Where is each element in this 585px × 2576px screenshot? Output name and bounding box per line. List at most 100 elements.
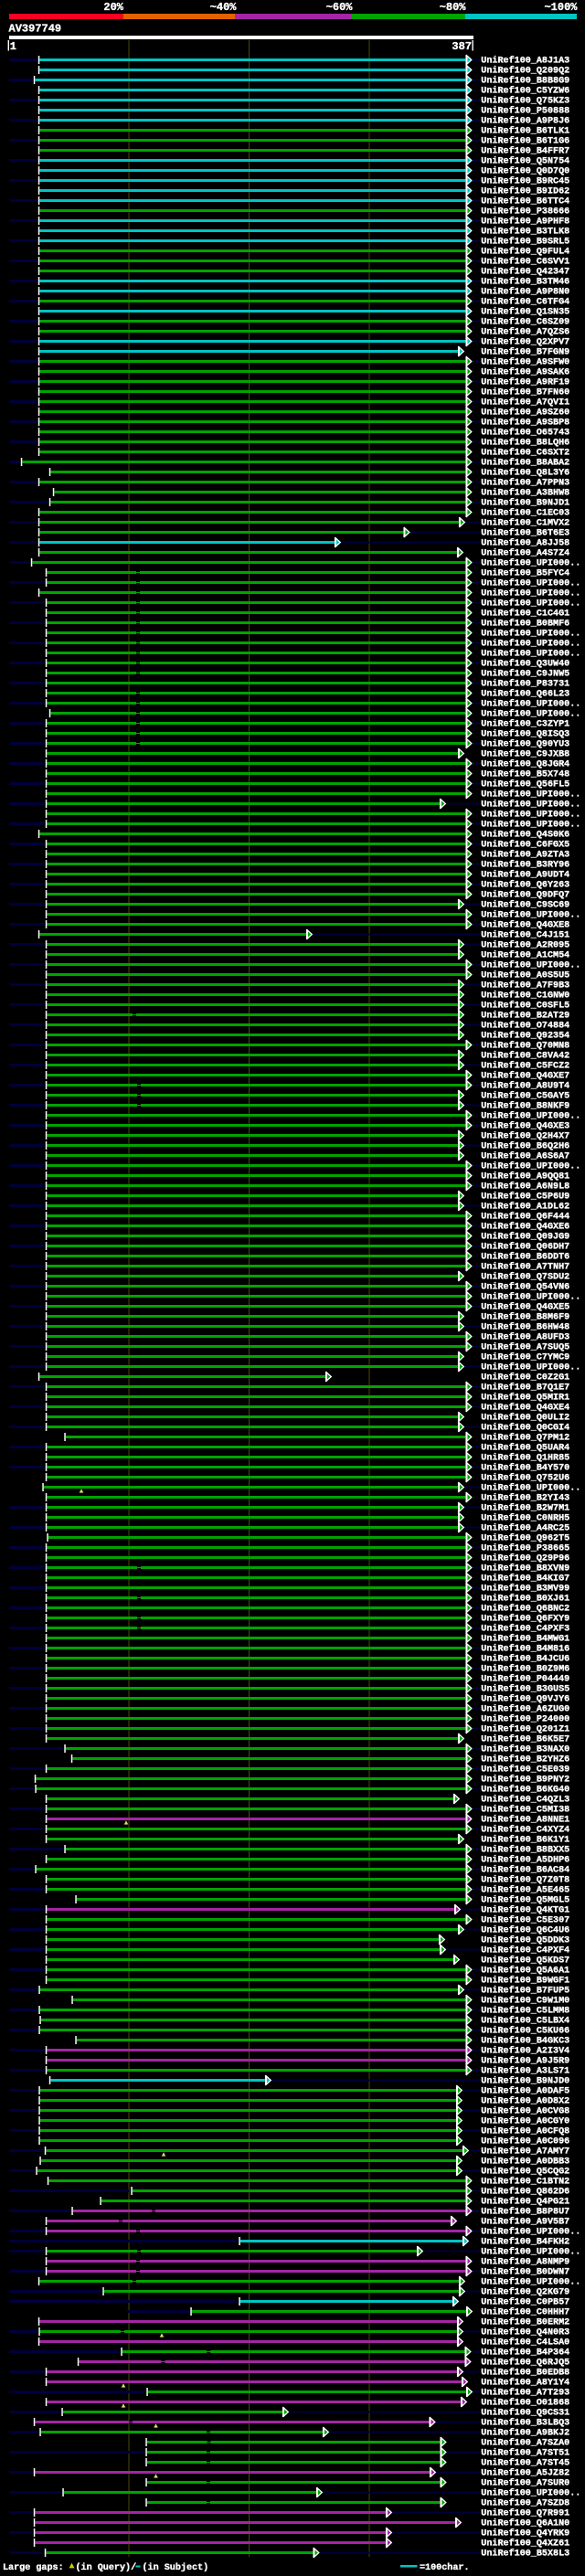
svg-text:UniRef100_B0ERM2: UniRef100_B0ERM2 — [481, 2316, 569, 2327]
svg-text:UniRef100_O01868: UniRef100_O01868 — [481, 2397, 569, 2408]
svg-text:UniRef100_UPI000..: UniRef100_UPI000.. — [481, 2246, 580, 2257]
svg-text:UniRef100_B7Q1E7: UniRef100_B7Q1E7 — [481, 1382, 569, 1393]
svg-text:UniRef100_A9BKJ2: UniRef100_A9BKJ2 — [481, 2427, 569, 2438]
svg-text:UniRef100_A7AMY7: UniRef100_A7AMY7 — [481, 2146, 569, 2157]
svg-text:UniRef100_A0DAF5: UniRef100_A0DAF5 — [481, 2085, 569, 2096]
svg-text:UniRef100_A9SZ60: UniRef100_A9SZ60 — [481, 407, 569, 418]
svg-text:UniRef100_UPI000..: UniRef100_UPI000.. — [481, 588, 580, 599]
svg-text:UniRef100_A3LS71: UniRef100_A3LS71 — [481, 2065, 569, 2076]
svg-text:20%: 20% — [103, 1, 123, 14]
svg-text:UniRef100_UPI000..: UniRef100_UPI000.. — [481, 648, 580, 659]
svg-text:UniRef100_UPI000..: UniRef100_UPI000.. — [481, 909, 580, 920]
svg-text:UniRef100_Q209Q2: UniRef100_Q209Q2 — [481, 65, 569, 76]
svg-text:UniRef100_A9UDT4: UniRef100_A9UDT4 — [481, 869, 569, 880]
svg-text:UniRef100_Q0CGI4: UniRef100_Q0CGI4 — [481, 1422, 569, 1433]
svg-text:Large gaps:: Large gaps: — [3, 2563, 64, 2573]
svg-text:UniRef100_A8U9T4: UniRef100_A8U9T4 — [481, 1080, 569, 1091]
svg-text:UniRef100_A8NMP9: UniRef100_A8NMP9 — [481, 2256, 569, 2267]
svg-text:UniRef100_UPI000..: UniRef100_UPI000.. — [481, 598, 580, 609]
svg-text:UniRef100_B9RC45: UniRef100_B9RC45 — [481, 175, 569, 186]
svg-text:UniRef100_A7QVI1: UniRef100_A7QVI1 — [481, 397, 569, 408]
svg-text:UniRef100_B8NKF9: UniRef100_B8NKF9 — [481, 1100, 569, 1111]
svg-text:UniRef100_B6TTC4: UniRef100_B6TTC4 — [481, 196, 569, 207]
svg-text:UniRef100_A7SZA0: UniRef100_A7SZA0 — [481, 2437, 569, 2448]
svg-text:UniRef100_Q752U6: UniRef100_Q752U6 — [481, 1472, 569, 1483]
svg-text:UniRef100_A5JZ82: UniRef100_A5JZ82 — [481, 2467, 569, 2478]
svg-text:UniRef100_Q5KDS7: UniRef100_Q5KDS7 — [481, 1955, 569, 1966]
svg-text:UniRef100_Q6C4U6: UniRef100_Q6C4U6 — [481, 1924, 569, 1935]
svg-text:UniRef100_Q0ULI2: UniRef100_Q0ULI2 — [481, 1412, 569, 1423]
svg-text:UniRef100_A0S5U5: UniRef100_A0S5U5 — [481, 970, 569, 981]
svg-text:UniRef100_A7T293: UniRef100_A7T293 — [481, 2387, 569, 2398]
svg-text:UniRef100_Q5DDK3: UniRef100_Q5DDK3 — [481, 1935, 569, 1945]
svg-text:UniRef100_C6FGX5: UniRef100_C6FGX5 — [481, 839, 569, 850]
svg-text:UniRef100_B7FUP5: UniRef100_B7FUP5 — [481, 1985, 569, 1996]
svg-text:UniRef100_A5E465: UniRef100_A5E465 — [481, 1884, 569, 1895]
svg-text:UniRef100_Q4N0R3: UniRef100_Q4N0R3 — [481, 2327, 569, 2337]
svg-text:UniRef100_C5FCZ2: UniRef100_C5FCZ2 — [481, 1060, 569, 1071]
svg-text:UniRef100_C4QZL3: UniRef100_C4QZL3 — [481, 1794, 569, 1805]
svg-text:UniRef100_C9JXB8: UniRef100_C9JXB8 — [481, 748, 569, 759]
svg-text:UniRef100_UPI000..: UniRef100_UPI000.. — [481, 698, 580, 709]
svg-text:UniRef100_B8XVN9: UniRef100_B8XVN9 — [481, 1563, 569, 1574]
svg-text:UniRef100_UPI000..: UniRef100_UPI000.. — [481, 1482, 580, 1493]
svg-text:UniRef100_A6N9L8: UniRef100_A6N9L8 — [481, 1181, 569, 1192]
svg-text:UniRef100_B0DWN7: UniRef100_B0DWN7 — [481, 2266, 569, 2277]
svg-text:UniRef100_Q4GXE5: UniRef100_Q4GXE5 — [481, 1301, 569, 1312]
svg-text:UniRef100_P83731: UniRef100_P83731 — [481, 678, 569, 689]
svg-text:(in Subject): (in Subject) — [143, 2562, 209, 2573]
svg-text:UniRef100_UPI000..: UniRef100_UPI000.. — [481, 1362, 580, 1373]
svg-text:UniRef100_Q5MIR1: UniRef100_Q5MIR1 — [481, 1392, 569, 1403]
svg-text:UniRef100_C9JNW5: UniRef100_C9JNW5 — [481, 668, 569, 679]
svg-text:UniRef100_B9NJD0: UniRef100_B9NJD0 — [481, 2075, 569, 2086]
svg-text:UniRef100_C5KU66: UniRef100_C5KU66 — [481, 2025, 569, 2036]
svg-text:UniRef100_B0EDB8: UniRef100_B0EDB8 — [481, 2367, 569, 2378]
svg-text:UniRef100_Q09JG9: UniRef100_Q09JG9 — [481, 1231, 569, 1242]
svg-text:UniRef100_Q6Y263: UniRef100_Q6Y263 — [481, 879, 569, 890]
svg-text:UniRef100_B4FFR7: UniRef100_B4FFR7 — [481, 145, 569, 156]
svg-text:UniRef100_UPI000..: UniRef100_UPI000.. — [481, 799, 580, 810]
svg-text:UniRef100_A8NNE1: UniRef100_A8NNE1 — [481, 1814, 569, 1825]
svg-text:UniRef100_A6S6A7: UniRef100_A6S6A7 — [481, 1150, 569, 1161]
svg-text:UniRef100_Q4GXE3: UniRef100_Q4GXE3 — [481, 1120, 569, 1131]
svg-text:UniRef100_B2AT29: UniRef100_B2AT29 — [481, 1010, 569, 1021]
svg-text:UniRef100_B8ABA2: UniRef100_B8ABA2 — [481, 457, 569, 468]
svg-text:UniRef100_UPI000..: UniRef100_UPI000.. — [481, 1161, 580, 1171]
svg-text:UniRef100_A4RC25: UniRef100_A4RC25 — [481, 1522, 569, 1533]
svg-text:UniRef100_B9ID62: UniRef100_B9ID62 — [481, 186, 569, 196]
svg-text:UniRef100_Q962T5: UniRef100_Q962T5 — [481, 1532, 569, 1543]
svg-text:UniRef100_Q7PM12: UniRef100_Q7PM12 — [481, 1432, 569, 1443]
svg-text:UniRef100_C0NRH5: UniRef100_C0NRH5 — [481, 1512, 569, 1523]
svg-text:UniRef100_B3RY96: UniRef100_B3RY96 — [481, 859, 569, 870]
svg-text:UniRef100_C5E039: UniRef100_C5E039 — [481, 1764, 569, 1775]
svg-text:UniRef100_A7ST51: UniRef100_A7ST51 — [481, 2447, 569, 2458]
svg-text:UniRef100_B4GKC3: UniRef100_B4GKC3 — [481, 2035, 569, 2046]
svg-text:UniRef100_C4J151: UniRef100_C4J151 — [481, 929, 569, 940]
svg-text:UniRef100_A7F9B3: UniRef100_A7F9B3 — [481, 980, 569, 991]
svg-text:UniRef100_B2W7M1: UniRef100_B2W7M1 — [481, 1502, 569, 1513]
svg-text:UniRef100_B6Q2H6: UniRef100_B6Q2H6 — [481, 1140, 569, 1151]
svg-text:UniRef100_Q4GXE6: UniRef100_Q4GXE6 — [481, 1221, 569, 1232]
svg-text:UniRef100_Q4XZ61: UniRef100_Q4XZ61 — [481, 2538, 569, 2549]
svg-text:UniRef100_Q54VN6: UniRef100_Q54VN6 — [481, 1281, 569, 1292]
svg-text:UniRef100_A9J5R9: UniRef100_A9J5R9 — [481, 2055, 569, 2066]
svg-text:UniRef100_Q8ISQ3: UniRef100_Q8ISQ3 — [481, 728, 569, 739]
svg-text:UniRef100_Q5MGL5: UniRef100_Q5MGL5 — [481, 1894, 569, 1905]
svg-text:UniRef100_A9RF19: UniRef100_A9RF19 — [481, 376, 569, 387]
svg-text:UniRef100_B2YI43: UniRef100_B2YI43 — [481, 1492, 569, 1503]
svg-text:UniRef100_C1BTN2: UniRef100_C1BTN2 — [481, 2176, 569, 2187]
svg-text:UniRef100_A9P8J6: UniRef100_A9P8J6 — [481, 115, 569, 126]
svg-text:UniRef100_A2I3V4: UniRef100_A2I3V4 — [481, 2045, 569, 2056]
svg-text:UniRef100_Q75KZ3: UniRef100_Q75KZ3 — [481, 95, 569, 106]
svg-text:UniRef100_A0D8X2: UniRef100_A0D8X2 — [481, 2095, 569, 2106]
svg-text:UniRef100_A8Y1Y4: UniRef100_A8Y1Y4 — [481, 2377, 569, 2388]
svg-text:UniRef100_A9SFW0: UniRef100_A9SFW0 — [481, 356, 569, 367]
svg-text:UniRef100_Q56FL5: UniRef100_Q56FL5 — [481, 779, 569, 790]
svg-text:UniRef100_Q0D7Q0: UniRef100_Q0D7Q0 — [481, 165, 569, 176]
svg-text:UniRef100_UPI000..: UniRef100_UPI000.. — [481, 2487, 580, 2498]
svg-text:UniRef100_B6AC84: UniRef100_B6AC84 — [481, 1864, 569, 1875]
svg-text:UniRef100_B3GUS5: UniRef100_B3GUS5 — [481, 1683, 569, 1694]
svg-text:UniRef100_O74884: UniRef100_O74884 — [481, 1020, 569, 1031]
svg-text:UniRef100_Q6RJQ5: UniRef100_Q6RJQ5 — [481, 2357, 569, 2368]
svg-text:UniRef100_A2R095: UniRef100_A2R095 — [481, 939, 569, 950]
